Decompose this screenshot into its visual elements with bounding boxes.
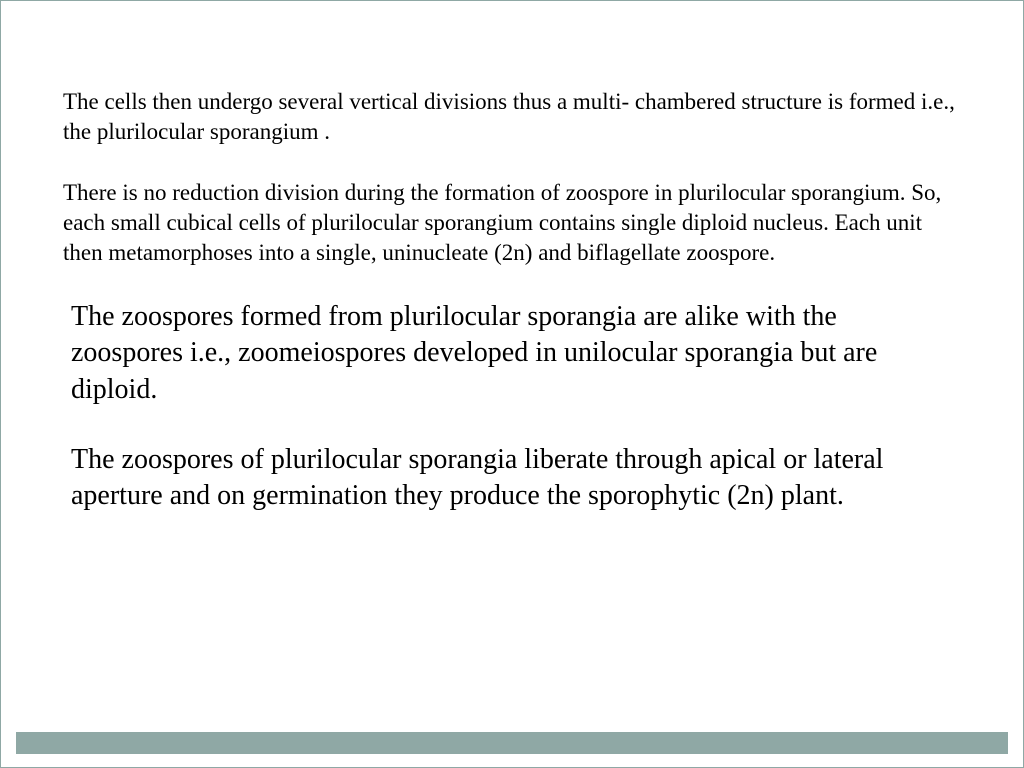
paragraph-4: The zoospores of plurilocular sporangia … bbox=[63, 442, 961, 515]
paragraph-2: There is no reduction division during th… bbox=[63, 178, 961, 269]
slide-content: The cells then undergo several vertical … bbox=[63, 87, 961, 549]
paragraph-1: The cells then undergo several vertical … bbox=[63, 87, 961, 148]
footer-bar bbox=[16, 732, 1008, 754]
slide-frame: The cells then undergo several vertical … bbox=[0, 0, 1024, 768]
paragraph-3: The zoospores formed from plurilocular s… bbox=[63, 299, 961, 408]
